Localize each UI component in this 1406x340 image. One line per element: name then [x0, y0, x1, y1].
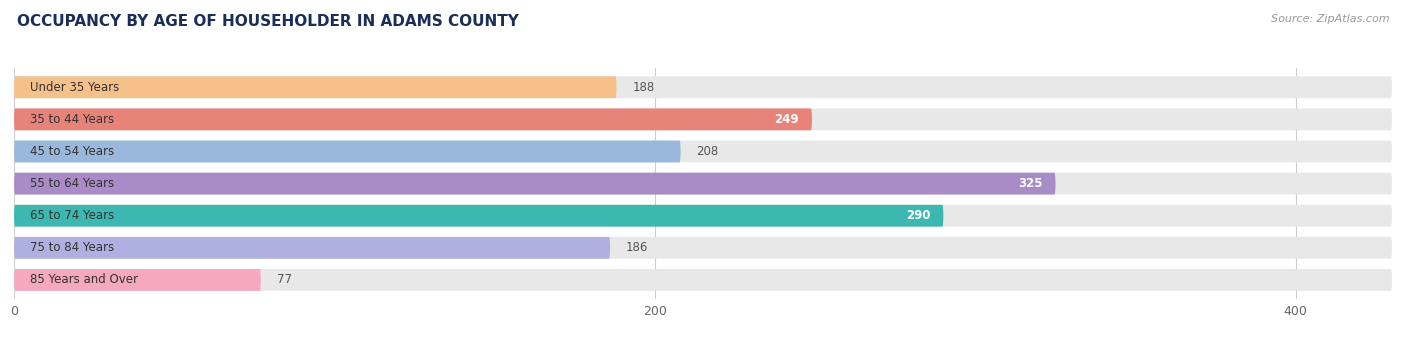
Text: 85 Years and Over: 85 Years and Over: [30, 273, 138, 286]
Text: 290: 290: [905, 209, 931, 222]
FancyBboxPatch shape: [14, 140, 1392, 163]
FancyBboxPatch shape: [14, 237, 1392, 259]
Text: 208: 208: [696, 145, 718, 158]
FancyBboxPatch shape: [14, 269, 1392, 291]
Text: 35 to 44 Years: 35 to 44 Years: [30, 113, 114, 126]
Text: Source: ZipAtlas.com: Source: ZipAtlas.com: [1271, 14, 1389, 23]
FancyBboxPatch shape: [14, 108, 811, 130]
FancyBboxPatch shape: [14, 76, 616, 98]
Text: 75 to 84 Years: 75 to 84 Years: [30, 241, 114, 254]
Text: 45 to 54 Years: 45 to 54 Years: [30, 145, 114, 158]
FancyBboxPatch shape: [14, 269, 260, 291]
FancyBboxPatch shape: [14, 76, 1392, 98]
FancyBboxPatch shape: [14, 108, 1392, 130]
FancyBboxPatch shape: [14, 205, 943, 227]
FancyBboxPatch shape: [14, 205, 1392, 227]
Text: OCCUPANCY BY AGE OF HOUSEHOLDER IN ADAMS COUNTY: OCCUPANCY BY AGE OF HOUSEHOLDER IN ADAMS…: [17, 14, 519, 29]
Text: 325: 325: [1018, 177, 1043, 190]
Text: 186: 186: [626, 241, 648, 254]
FancyBboxPatch shape: [14, 173, 1392, 194]
FancyBboxPatch shape: [14, 237, 610, 259]
FancyBboxPatch shape: [14, 173, 1056, 194]
Text: 249: 249: [775, 113, 799, 126]
FancyBboxPatch shape: [14, 140, 681, 163]
Text: Under 35 Years: Under 35 Years: [30, 81, 120, 94]
Text: 65 to 74 Years: 65 to 74 Years: [30, 209, 114, 222]
Text: 55 to 64 Years: 55 to 64 Years: [30, 177, 114, 190]
Text: 77: 77: [277, 273, 292, 286]
Text: 188: 188: [633, 81, 655, 94]
